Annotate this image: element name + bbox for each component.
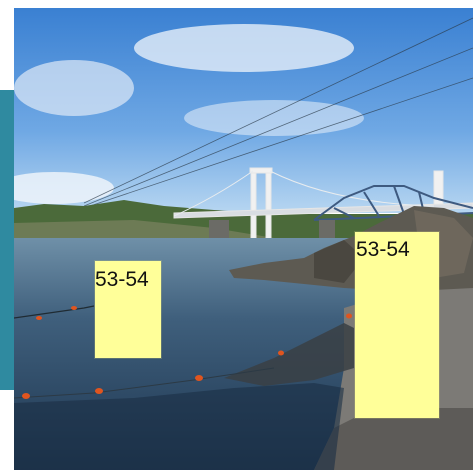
side-bar bbox=[0, 90, 14, 390]
bridge-cables bbox=[173, 170, 435, 217]
sticky-note-label: 53-54 bbox=[95, 268, 149, 291]
cloud bbox=[184, 100, 364, 136]
bridge-pier bbox=[209, 220, 229, 240]
power-lines bbox=[83, 17, 473, 209]
cloud bbox=[14, 172, 114, 204]
cloud bbox=[14, 60, 134, 116]
cloud bbox=[134, 24, 354, 72]
net-floats bbox=[22, 306, 352, 399]
foreground-water bbox=[14, 383, 344, 470]
sticky-note-label: 53-54 bbox=[356, 238, 410, 261]
sticky-note[interactable]: 53-54 bbox=[95, 261, 161, 358]
sticky-note[interactable]: 53-54 bbox=[355, 232, 439, 418]
